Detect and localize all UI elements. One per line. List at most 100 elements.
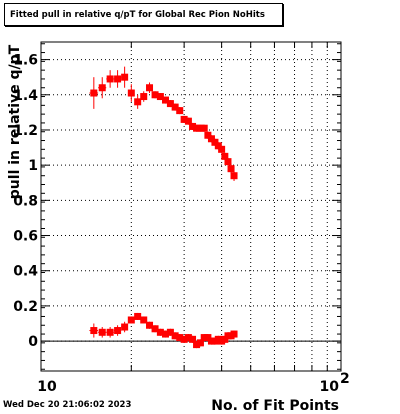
point-marker: [204, 334, 212, 342]
point-marker: [140, 316, 148, 324]
data-point: [89, 77, 99, 109]
data-point: [98, 327, 107, 338]
data-point: [184, 117, 192, 125]
point-marker: [146, 84, 154, 92]
data-point: [204, 334, 212, 342]
data-point: [121, 321, 129, 333]
point-marker: [176, 107, 184, 115]
point-marker: [121, 73, 129, 81]
data-point: [134, 312, 142, 320]
point-marker: [189, 122, 197, 130]
point-marker: [193, 124, 201, 132]
point-marker: [207, 135, 215, 143]
y-tick-label: 0: [28, 334, 38, 350]
x-tick-label-exponent: 2: [340, 371, 350, 387]
y-tick-label: 1.4: [13, 88, 38, 104]
point-marker: [211, 138, 219, 146]
point-marker: [156, 328, 164, 336]
point-marker: [189, 335, 197, 343]
series-2: [89, 312, 238, 349]
y-tick-label: 0.8: [13, 193, 38, 209]
point-marker: [90, 327, 98, 335]
data-point: [230, 170, 238, 181]
point-marker: [224, 158, 232, 166]
data-point: [204, 131, 212, 139]
data-point: [176, 107, 184, 115]
data-point: [140, 316, 148, 324]
point-marker: [200, 124, 208, 132]
point-marker: [218, 145, 226, 153]
point-marker: [184, 117, 192, 125]
point-marker: [161, 330, 169, 338]
point-marker: [106, 328, 114, 336]
point-marker: [221, 335, 229, 343]
data-point: [89, 323, 99, 338]
point-marker: [204, 131, 212, 139]
point-marker: [171, 103, 179, 111]
series-layer: [89, 66, 238, 349]
data-point: [200, 124, 208, 132]
grid-layer: [41, 42, 341, 371]
data-point: [166, 328, 174, 336]
point-marker: [140, 93, 148, 101]
point-marker: [98, 328, 106, 336]
point-marker: [114, 75, 122, 83]
point-marker: [98, 84, 106, 92]
y-tick-label: 1.2: [13, 123, 38, 139]
y-tick-label: 1.6: [13, 53, 38, 69]
plot-frame: [40, 41, 342, 372]
data-point: [127, 84, 135, 102]
x-axis-title: No. of Fit Points: [211, 398, 339, 414]
data-point: [230, 330, 238, 338]
data-point: [113, 70, 122, 88]
y-tick-label: 0.6: [13, 229, 38, 245]
point-marker: [127, 89, 135, 97]
point-marker: [180, 115, 188, 123]
point-marker: [171, 332, 179, 340]
y-tick-label: 1: [28, 158, 38, 174]
data-point: [156, 93, 164, 101]
labels-layer: 00.20.40.60.811.21.41.610 10 2: [13, 53, 350, 395]
timestamp: Wed Dec 20 21:06:02 2023: [3, 400, 132, 410]
point-marker: [106, 75, 114, 83]
point-marker: [90, 89, 98, 97]
data-point: [146, 82, 154, 94]
point-marker: [184, 334, 192, 342]
ticks-layer: [41, 42, 341, 371]
data-point: [161, 96, 169, 104]
point-marker: [161, 96, 169, 104]
point-marker: [196, 124, 204, 132]
data-point: [98, 77, 107, 99]
point-marker: [166, 100, 174, 108]
data-point: [196, 339, 204, 347]
data-point: [151, 325, 159, 333]
data-point: [189, 335, 197, 343]
data-point: [127, 316, 135, 324]
data-point: [121, 66, 129, 88]
point-marker: [180, 335, 188, 343]
data-point: [134, 94, 142, 109]
data-point: [224, 158, 232, 166]
data-point: [106, 70, 114, 88]
point-marker: [151, 91, 159, 99]
point-marker: [146, 321, 154, 329]
plot-title: Fitted pull in relative q/pT for Global …: [4, 3, 283, 26]
y-tick-label: 0.2: [13, 299, 38, 315]
point-marker: [227, 165, 235, 173]
data-point: [106, 327, 114, 338]
point-marker: [200, 334, 208, 342]
point-marker: [166, 328, 174, 336]
point-marker: [156, 93, 164, 101]
point-marker: [134, 312, 142, 320]
point-marker: [134, 98, 142, 106]
point-marker: [196, 339, 204, 347]
x-tick-label: 10: [37, 379, 57, 395]
y-tick-label: 0.4: [13, 264, 38, 280]
point-marker: [151, 325, 159, 333]
data-point: [171, 103, 179, 111]
point-marker: [230, 172, 238, 180]
data-point: [218, 145, 226, 153]
data-point: [146, 321, 154, 329]
data-point: [227, 163, 235, 174]
